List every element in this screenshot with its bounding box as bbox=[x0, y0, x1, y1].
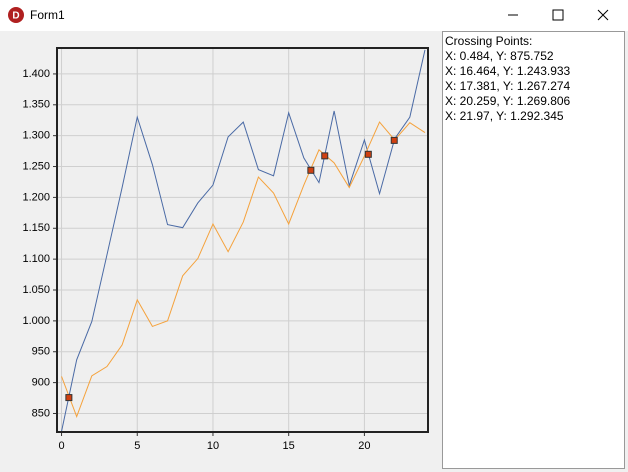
x-tick-label: 10 bbox=[207, 440, 219, 452]
y-tick-label: 1.250 bbox=[22, 160, 50, 172]
app-icon-letter: D bbox=[12, 11, 19, 22]
crossing-list: Crossing Points: X: 0.484, Y: 875.752 X: … bbox=[442, 31, 625, 469]
series-line bbox=[61, 121, 426, 418]
y-tick-label: 1.400 bbox=[22, 68, 50, 80]
list-item: X: 16.464, Y: 1.243.933 bbox=[445, 64, 571, 78]
list-item: X: 0.484, Y: 875.752 bbox=[445, 49, 554, 63]
y-tick-label: 1.300 bbox=[22, 130, 50, 142]
plot-area bbox=[57, 48, 428, 432]
app-icon bbox=[8, 7, 24, 23]
x-tick-label: 0 bbox=[58, 440, 64, 452]
window-title: Form1 bbox=[30, 8, 65, 22]
x-tick-label: 20 bbox=[358, 440, 370, 452]
y-tick-label: 1.200 bbox=[22, 191, 50, 203]
crossing-marker bbox=[364, 150, 372, 158]
chart: 850 900 950 1.000 1.050 1.100 1.150 1.200 1.250 1… bbox=[22, 47, 429, 452]
y-tick-label: 900 bbox=[32, 377, 50, 389]
y-tick-label: 1.100 bbox=[22, 253, 50, 265]
y-tick-label: 1.000 bbox=[22, 315, 50, 327]
plot-border bbox=[56, 47, 429, 433]
y-tick-label: 850 bbox=[32, 407, 50, 419]
title-bar: D Form1 bbox=[0, 0, 628, 31]
title-bar-icons: D bbox=[8, 7, 609, 23]
y-tick-label: 1.150 bbox=[22, 222, 50, 234]
maximize-button[interactable] bbox=[552, 9, 564, 21]
crossing-marker bbox=[65, 394, 73, 402]
series-line bbox=[61, 49, 426, 432]
y-tick-label: 950 bbox=[32, 346, 50, 358]
crossing-marker bbox=[321, 152, 329, 160]
list-item: X: 17.381, Y: 1.267.274 bbox=[445, 79, 571, 93]
x-tick-label: 15 bbox=[283, 440, 295, 452]
list-item: X: 20.259, Y: 1.269.806 bbox=[445, 94, 571, 108]
close-button[interactable] bbox=[597, 9, 609, 21]
list-heading: Crossing Points: bbox=[445, 34, 533, 48]
crossing-marker bbox=[307, 166, 315, 174]
y-tick-label: 1.350 bbox=[22, 99, 50, 111]
y-tick-label: 1.050 bbox=[22, 284, 50, 296]
x-tick-label: 5 bbox=[134, 440, 140, 452]
list-item: X: 21.97, Y: 1.292.345 bbox=[445, 109, 564, 123]
crossing-marker bbox=[390, 136, 398, 144]
